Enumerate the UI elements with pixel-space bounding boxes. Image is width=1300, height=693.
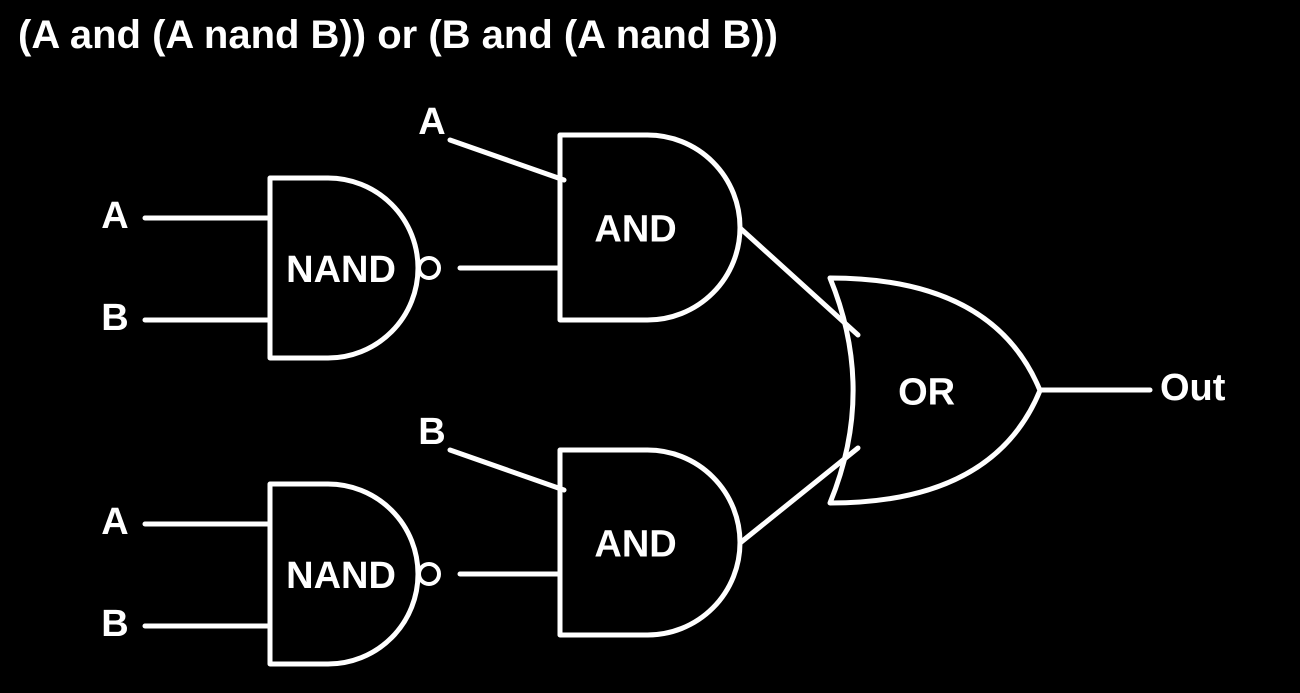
wire-and1-a <box>450 140 564 180</box>
wire-and1-or <box>740 228 858 335</box>
nand2-in-a-label: A <box>101 501 128 543</box>
wire-and2-b <box>450 450 564 490</box>
nand1-in-a-label: A <box>101 195 128 237</box>
wire-and2-or <box>740 448 858 543</box>
and1-gate-label: AND <box>594 209 676 251</box>
nand1-gate-bubble <box>419 258 439 278</box>
nand1-gate-label: NAND <box>286 249 396 291</box>
nand2-gate-bubble <box>419 564 439 584</box>
nand2-in-b-label: B <box>101 603 128 645</box>
expression-title: (A and (A nand B)) or (B and (A nand B)) <box>18 13 778 57</box>
nand2-gate-label: NAND <box>286 555 396 597</box>
logic-diagram: (A and (A nand B)) or (B and (A nand B))… <box>0 0 1300 693</box>
and1-in-a-label: A <box>418 101 445 143</box>
nand1-in-b-label: B <box>101 297 128 339</box>
and2-gate-label: AND <box>594 524 676 566</box>
or1-gate-label: OR <box>898 372 955 414</box>
and2-in-b-label: B <box>418 411 445 453</box>
output-label: Out <box>1160 367 1226 409</box>
